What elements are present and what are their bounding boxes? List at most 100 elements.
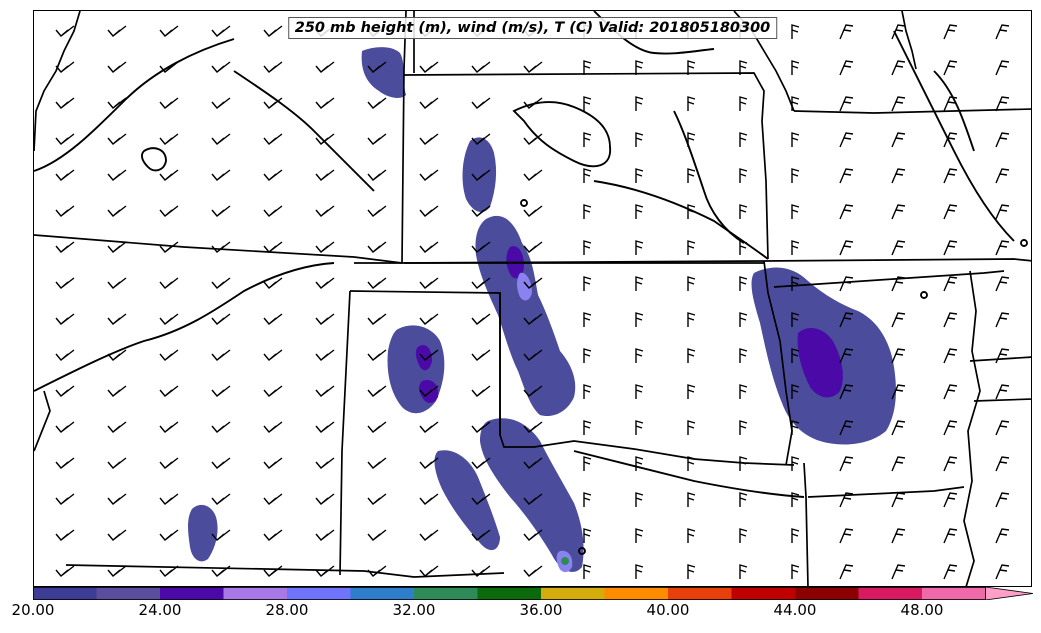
wind-barb bbox=[687, 276, 696, 291]
wind-barb bbox=[687, 420, 696, 435]
wind-barb bbox=[419, 277, 439, 289]
wind-barb bbox=[687, 204, 696, 219]
wind-barb bbox=[107, 313, 127, 325]
lake-small-3 bbox=[578, 547, 586, 555]
wind-barb bbox=[635, 528, 644, 543]
wind-barb bbox=[107, 529, 127, 541]
wind-barb bbox=[995, 312, 1010, 328]
wind-barb bbox=[471, 169, 491, 181]
wind-barb bbox=[635, 456, 644, 471]
wind-barb bbox=[419, 313, 439, 325]
wind-barb bbox=[315, 421, 335, 433]
wind-barb bbox=[107, 97, 127, 109]
wind-barb bbox=[635, 564, 644, 579]
wind-barb bbox=[211, 133, 231, 145]
wind-barb bbox=[739, 276, 748, 291]
wind-barb bbox=[891, 204, 906, 220]
wind-barb bbox=[583, 132, 592, 147]
border-mo-ar bbox=[773, 270, 1005, 288]
wind-barb bbox=[739, 312, 748, 327]
wind-barb bbox=[55, 457, 75, 469]
wind-barb bbox=[839, 420, 854, 436]
wind-barb bbox=[55, 25, 75, 37]
wind-barb bbox=[995, 96, 1010, 112]
wind-barb bbox=[367, 205, 387, 217]
wind-barb bbox=[739, 492, 748, 507]
border-ar-la bbox=[807, 486, 965, 498]
river-ok bbox=[573, 450, 805, 498]
wind-barb bbox=[159, 457, 179, 469]
wind-barb bbox=[891, 420, 906, 436]
wind-barb bbox=[419, 205, 439, 217]
colorbar-tick: 36.00 bbox=[519, 601, 563, 619]
border-ms-al bbox=[973, 398, 1031, 402]
wind-barb bbox=[839, 96, 854, 112]
wind-barb bbox=[107, 457, 127, 469]
wind-barb bbox=[107, 61, 127, 73]
wind-barb bbox=[367, 493, 387, 505]
wind-barb bbox=[687, 60, 696, 75]
wind-barb bbox=[419, 565, 439, 577]
wind-barb bbox=[739, 204, 748, 219]
wind-barb bbox=[419, 385, 439, 397]
border-mn-ia bbox=[901, 11, 917, 70]
wind-barb bbox=[55, 205, 75, 217]
wind-barb bbox=[943, 492, 958, 508]
colorbar-segment bbox=[477, 587, 542, 600]
wind-barb bbox=[891, 492, 906, 508]
wind-barb bbox=[367, 421, 387, 433]
wind-barb bbox=[315, 241, 335, 253]
wind-barb bbox=[315, 133, 335, 145]
wind-barb bbox=[943, 132, 958, 148]
wind-barb bbox=[263, 25, 283, 37]
wind-barb bbox=[263, 457, 283, 469]
colorbar-tick: 44.00 bbox=[773, 601, 817, 619]
wind-barb bbox=[471, 421, 491, 433]
wind-barb bbox=[211, 205, 231, 217]
wind-barb bbox=[55, 169, 75, 181]
shade-nm-sw bbox=[434, 450, 500, 551]
wind-barb bbox=[107, 169, 127, 181]
wind-barb bbox=[55, 313, 75, 325]
wind-barb bbox=[635, 348, 644, 363]
wind-barb bbox=[739, 528, 748, 543]
wind-barb bbox=[367, 277, 387, 289]
wind-barb bbox=[315, 169, 335, 181]
wind-barb bbox=[367, 61, 387, 73]
wind-barb bbox=[523, 421, 543, 433]
wind-barb bbox=[891, 564, 906, 580]
wind-barb bbox=[891, 384, 906, 400]
wind-barb bbox=[943, 168, 958, 184]
wind-barb bbox=[995, 240, 1010, 256]
wind-barb bbox=[943, 312, 958, 328]
wind-barb bbox=[839, 204, 854, 220]
wind-barb bbox=[995, 60, 1010, 76]
wind-barb bbox=[943, 384, 958, 400]
wind-barb bbox=[583, 492, 592, 507]
lake-small-2 bbox=[920, 291, 928, 299]
wind-barb bbox=[635, 384, 644, 399]
wind-barb bbox=[107, 205, 127, 217]
map-title: 250 mb height (m), wind (m/s), T (C) Val… bbox=[287, 17, 778, 39]
wind-barb bbox=[211, 25, 231, 37]
border-ks-east bbox=[763, 260, 793, 466]
wind-barb bbox=[791, 168, 800, 183]
wind-barb bbox=[791, 456, 800, 471]
wind-barb bbox=[367, 529, 387, 541]
wind-barb bbox=[943, 60, 958, 76]
colorbar-segment bbox=[731, 587, 796, 600]
wind-barb bbox=[839, 132, 854, 148]
wind-barb bbox=[791, 132, 800, 147]
wind-barb bbox=[687, 240, 696, 255]
wind-barb bbox=[739, 168, 748, 183]
wind-barb bbox=[791, 492, 800, 507]
colorbar-tick: 48.00 bbox=[900, 601, 944, 619]
wind-barb bbox=[943, 456, 958, 472]
wind-barb bbox=[523, 241, 543, 253]
border-nm-tx bbox=[499, 293, 795, 466]
wind-barb bbox=[739, 240, 748, 255]
shade-nm-band bbox=[480, 418, 584, 572]
wind-barb bbox=[211, 313, 231, 325]
wind-barb bbox=[943, 564, 958, 580]
colorbar-tick: 20.00 bbox=[11, 601, 55, 619]
